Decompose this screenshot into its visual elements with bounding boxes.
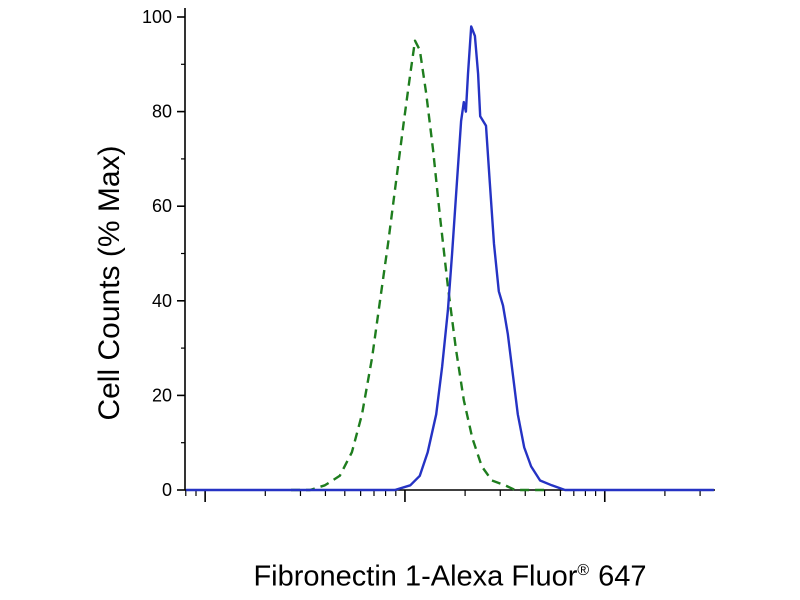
registered-trademark-icon: ® bbox=[577, 561, 590, 579]
svg-text:0: 0 bbox=[162, 480, 172, 500]
svg-text:60: 60 bbox=[152, 196, 172, 216]
x-axis-label: Fibronectin 1-Alexa Fluor® 647 bbox=[253, 561, 646, 594]
y-axis-label: Cell Counts (% Max) bbox=[93, 145, 126, 421]
x-axis-label-main: Fibronectin 1-Alexa Fluor bbox=[253, 560, 578, 593]
svg-text:100: 100 bbox=[142, 7, 172, 27]
svg-text:40: 40 bbox=[152, 291, 172, 311]
x-axis-label-suffix: 647 bbox=[598, 560, 647, 593]
svg-text:20: 20 bbox=[152, 385, 172, 405]
svg-text:80: 80 bbox=[152, 102, 172, 122]
